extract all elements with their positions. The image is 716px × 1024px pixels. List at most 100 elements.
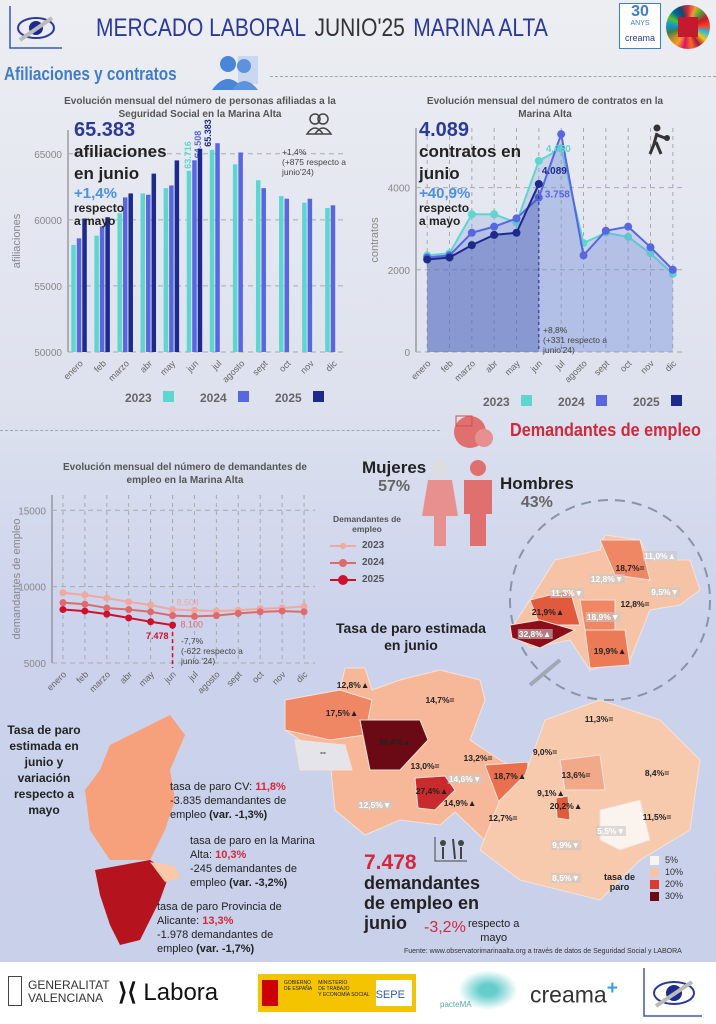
municipality-rate-label: 13,6%=	[561, 770, 591, 780]
section-title-demandantes: Demandantes de empleo	[510, 420, 701, 440]
observatory-footer-logo-icon	[643, 968, 702, 1017]
x-tick-label: abr	[138, 358, 154, 374]
bar-2024-feb	[99, 226, 105, 352]
point-2024-abr	[490, 222, 499, 231]
x-tick-label: jul	[186, 669, 200, 683]
legend-item: 2025	[330, 574, 412, 585]
legend-label: 2024	[558, 395, 585, 409]
inset-municipality-rate-label: 18,7%=	[615, 563, 645, 573]
municipality-rate-label: 12,8%▲	[336, 680, 370, 690]
point-2024-may	[512, 214, 521, 223]
x-tick-label: abr	[483, 358, 499, 374]
point-2023-abr	[490, 210, 499, 219]
x-tick-label: may	[158, 358, 177, 377]
x-tick-label: enero	[62, 358, 85, 381]
x-tick-label: enero	[45, 669, 68, 692]
legend-swatch	[671, 395, 682, 406]
municipality-rate-label: 14,6%▼	[447, 774, 483, 784]
bar-2023-abr	[140, 193, 146, 352]
municipality-rate-label: 17,5%▲	[325, 708, 359, 718]
legend-item: 2024	[330, 557, 412, 568]
x-tick-label: nov	[270, 669, 288, 687]
bar-2024-sept	[261, 188, 266, 352]
x-tick-label: agosto	[563, 358, 589, 384]
cv-stat: tasa de paro CV: 11,8% -3.835 demandantes…	[170, 781, 287, 821]
municipality-rate-label: 8,4%=	[644, 768, 670, 778]
demandantes-legend: Demandantes de empleo 2023 2024 2025	[322, 514, 412, 585]
x-tick-label: oct	[618, 358, 634, 374]
cv-title-line: junio y	[24, 755, 64, 769]
bar-2025-may	[174, 160, 180, 352]
legend-label: 2023	[125, 391, 152, 405]
cv-title-line: estimada en	[9, 739, 79, 753]
municipality-rate-label: 12,7%=	[488, 813, 518, 823]
legend-label: 2023	[483, 395, 510, 409]
gva-shield-icon	[8, 976, 22, 1006]
point-2023-feb	[81, 591, 89, 599]
legend-swatch	[521, 395, 532, 406]
summary-change: -3,2%	[424, 919, 466, 936]
point-2024-enero	[59, 599, 67, 607]
legend-label: 2025	[633, 395, 660, 409]
bar-2024-enero	[76, 238, 82, 352]
point-2025-marzo	[467, 241, 476, 250]
point-2023-jun	[169, 605, 177, 613]
jobseekers-icon	[454, 415, 493, 448]
pactema-logo: pacteMA	[440, 1000, 472, 1009]
x-tick-label: jul	[209, 358, 223, 372]
line-2023	[427, 147, 674, 275]
alicante-stat: tasa de paro Provincia de Alicante: 13,3%…	[157, 901, 282, 955]
inset-municipality-rate-label: 12,8%▼	[589, 574, 625, 584]
map-legend-item: 10%	[650, 866, 683, 878]
data-label: 4.650	[546, 144, 571, 155]
point-2025-abr	[490, 230, 499, 239]
data-label: 7.478	[146, 631, 169, 641]
bar-2024-oct	[284, 198, 290, 352]
data-label: 8.504	[177, 597, 200, 607]
afiliaciones-yoy-annotation: +1,4% (+875 respecto a junio'24)	[282, 147, 347, 177]
legend-label: 2024	[200, 391, 227, 405]
y-tick-label: 55000	[34, 282, 62, 293]
creama-logo: creama+	[530, 978, 618, 1008]
municipality-rate-label: 27,4%▲	[415, 786, 449, 796]
line-2024	[62, 601, 305, 618]
bar-2025-jun	[197, 148, 203, 352]
bar-2023-jun	[186, 170, 192, 352]
point-2025-marzo	[103, 610, 111, 618]
municipality-rate-label: 20,2%▲	[549, 801, 583, 811]
municipality-rate-label: --	[320, 747, 326, 757]
point-2023-marzo	[467, 210, 476, 219]
x-tick-label: agosto	[220, 358, 246, 384]
point-2023-abr	[125, 598, 133, 606]
y-tick-label: 60000	[34, 216, 62, 227]
point-2023-jun	[534, 156, 543, 165]
legend-swatch	[596, 395, 607, 406]
bar-2023-sept	[255, 180, 261, 352]
x-tick-label: dic	[663, 358, 679, 374]
point-2025-enero	[59, 606, 67, 614]
labora-logo: ⟩⟨ Labora	[118, 979, 219, 1006]
map-legend-item: 20%	[650, 878, 683, 890]
x-tick-label: may	[503, 358, 522, 377]
inset-municipality-rate-label: 11,3%▼	[549, 588, 585, 598]
inset-municipality-rate-label: 21,9%▲	[531, 607, 565, 617]
contratos-chart-title: Evolución mensual del número de contrato…	[426, 96, 664, 120]
cv-title-line: Tasa de paro	[7, 723, 81, 737]
line-2024	[427, 130, 674, 271]
municipality-rate-label: 13,2%=	[463, 753, 493, 763]
point-2024-marzo	[467, 228, 476, 237]
inset-municipality-rate-label: 19,9%▲	[593, 646, 627, 656]
x-tick-label: marzo	[106, 358, 131, 383]
point-2024-nov	[278, 607, 286, 615]
legend-item: 2023	[330, 540, 412, 551]
point-2024-feb	[81, 600, 89, 608]
point-2024-dic	[300, 608, 308, 616]
point-2025-abr	[125, 614, 133, 622]
municipality-rate-label: 36,4%▲	[378, 737, 412, 747]
demandantes-chart-title: Evolución mensual del número de demandan…	[63, 462, 307, 486]
bar-2025-abr	[151, 173, 157, 352]
people-group-icon	[305, 113, 333, 135]
cv-title-line: variación	[17, 771, 71, 785]
